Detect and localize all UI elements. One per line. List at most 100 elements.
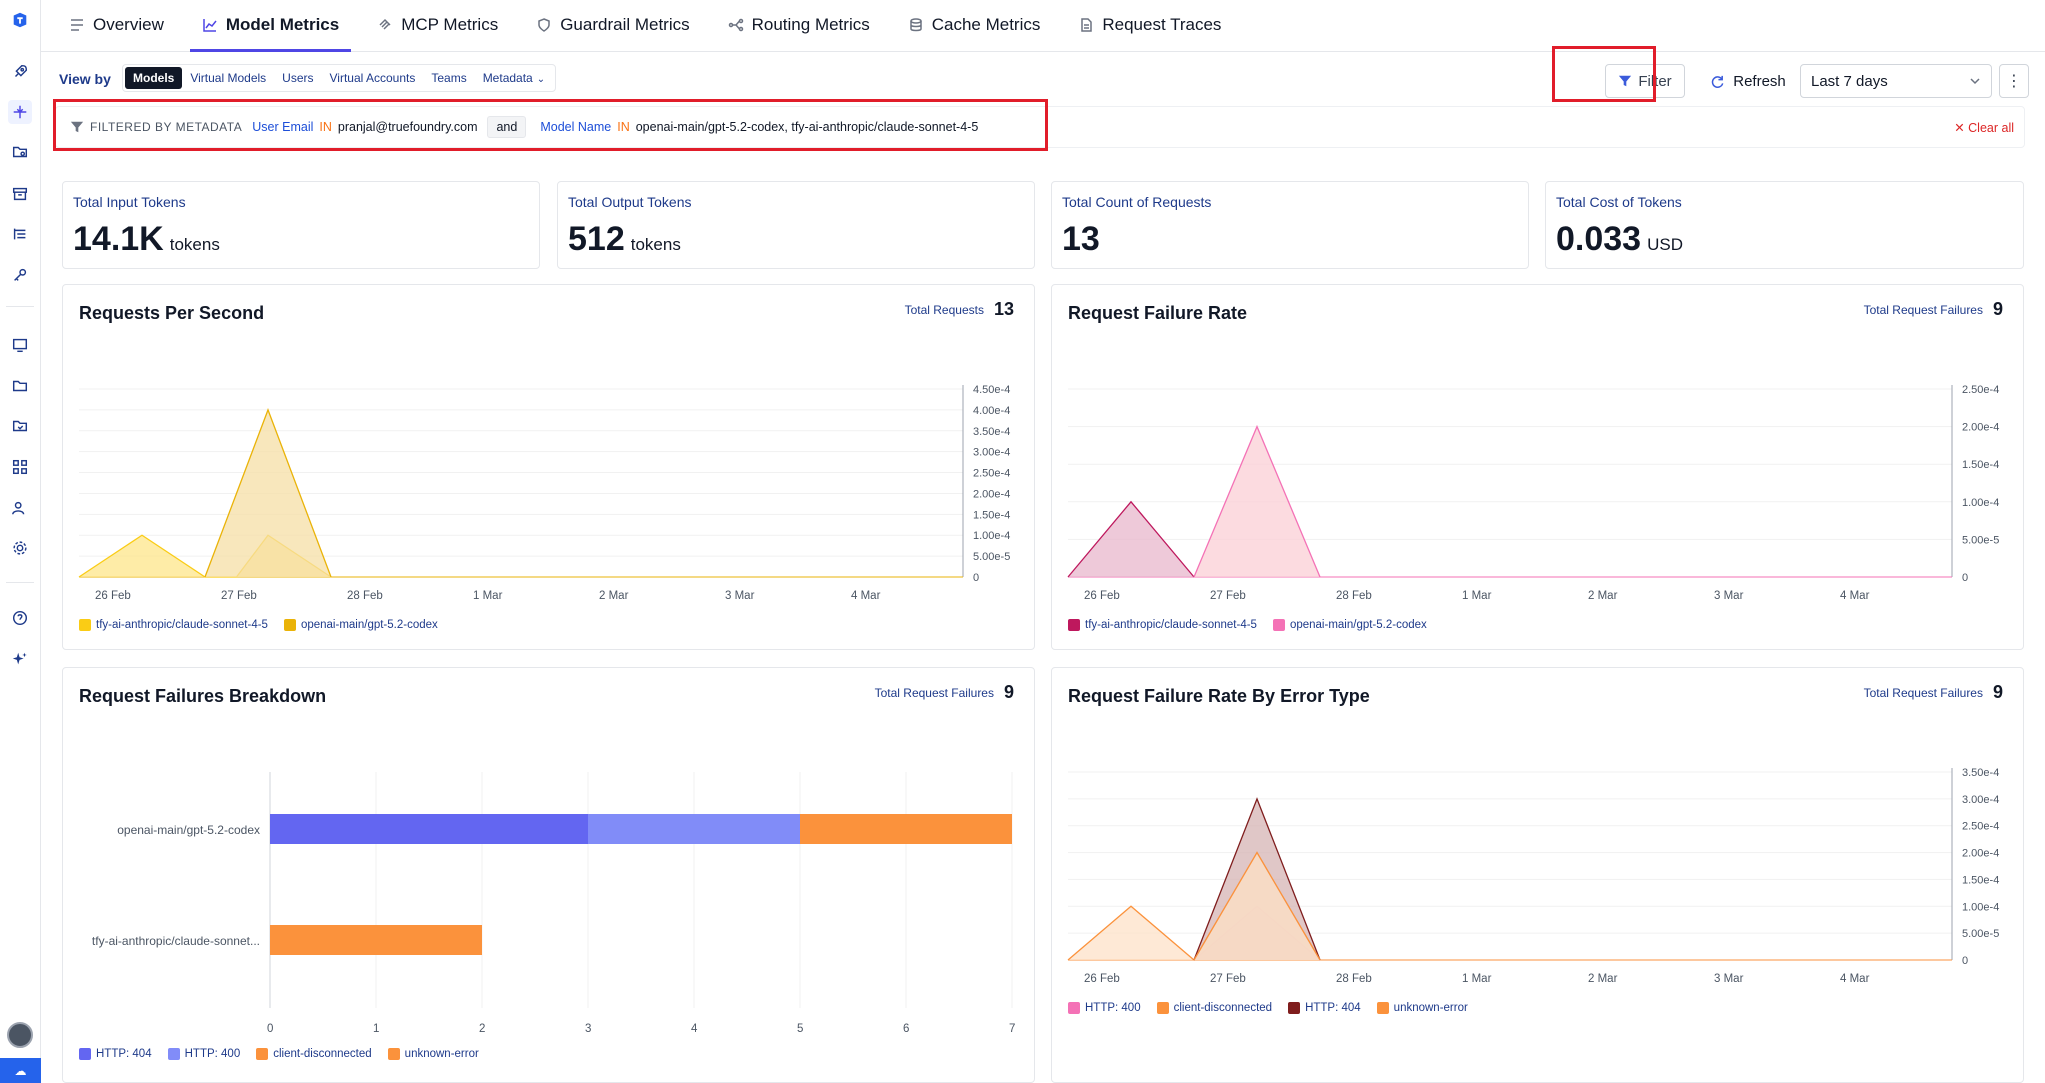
more-options-button[interactable]: ⋮ [1999, 64, 2029, 98]
series-line [204, 408, 332, 578]
filter-field-user-email[interactable]: User Email [252, 120, 314, 134]
x-tick-label: 3 Mar [725, 590, 755, 602]
tab-guardrail-metrics[interactable]: Guardrail Metrics [524, 0, 701, 51]
legend-item[interactable]: HTTP: 404 [1288, 1002, 1361, 1014]
time-range-select[interactable]: Last 7 days [1800, 64, 1992, 98]
filter-value-model-name[interactable]: openai-main/gpt-5.2-codex, tfy-ai-anthro… [635, 120, 979, 134]
clear-all-filters-link[interactable]: ✕ Clear all [1954, 120, 2014, 135]
chart-request-failure-rate: 0 5.00e-5 1.00e-4 1.50e-4 2.00e-4 2.50e-4 26 F… [1067, 384, 1999, 602]
view-by-models[interactable]: Models [125, 67, 183, 89]
y-tick-label: 1.00e-4 [1962, 497, 1999, 509]
metrics-toolbar: View by Models Virtual Models Users Virt… [41, 52, 2045, 106]
refresh-button[interactable]: Refresh [1697, 64, 1799, 98]
x-tick-label: 4 Mar [1840, 973, 1870, 985]
view-by-virtual-accounts[interactable]: Virtual Accounts [329, 71, 416, 85]
total-label: Total Request Failures [874, 685, 994, 700]
tab-cache-metrics[interactable]: Cache Metrics [896, 0, 1053, 51]
legend-item[interactable]: unknown-error [387, 1048, 479, 1060]
view-by-label: View by [59, 71, 111, 87]
stat-number: 14.1K [73, 220, 164, 258]
chart-legend: tfy-ai-anthropic/claude-sonnet-4-5 openai… [1068, 619, 1427, 631]
refresh-label: Refresh [1733, 72, 1786, 90]
tab-label: Overview [93, 15, 164, 34]
legend-item[interactable]: openai-main/gpt-5.2-codex [283, 619, 438, 631]
panel-total: Total Request Failures 9 [1864, 682, 2003, 703]
series-area [1194, 852, 1320, 960]
view-by-virtual-models[interactable]: Virtual Models [190, 71, 267, 85]
user-avatar[interactable] [7, 1022, 33, 1048]
legend-item[interactable]: client-disconnected [1156, 1002, 1272, 1014]
stat-card-output-tokens: Total Output Tokens 512 tokens [557, 181, 1035, 269]
x-tick-label: 3 [585, 1023, 591, 1035]
filter-value-user-email[interactable]: pranjal@truefoundry.com [337, 120, 478, 134]
cloud-icon[interactable]: ☁ [0, 1058, 41, 1083]
filter-join-and[interactable]: and [487, 116, 527, 138]
legend-label: HTTP: 400 [1085, 1002, 1141, 1014]
truefoundry-logo-icon[interactable] [8, 8, 32, 32]
legend-item[interactable]: HTTP: 400 [167, 1048, 240, 1060]
filter-field-model-name[interactable]: Model Name [540, 120, 612, 134]
tab-mcp-metrics[interactable]: MCP Metrics [365, 0, 510, 51]
ai-gateway-icon[interactable] [8, 100, 32, 124]
y-tick-label: 3.00e-4 [973, 447, 1010, 459]
legend-item[interactable]: unknown-error [1376, 1002, 1468, 1014]
routing-icon [728, 18, 743, 32]
panel-total: Total Requests 13 [905, 299, 1014, 320]
stat-card-token-cost: Total Cost of Tokens 0.033 USD [1545, 181, 2024, 269]
y-tick-label: 0 [1962, 955, 1968, 967]
monitor-icon[interactable] [8, 333, 32, 357]
panel-total: Total Request Failures 9 [875, 682, 1014, 703]
view-by-teams[interactable]: Teams [431, 71, 467, 85]
legend-item[interactable]: tfy-ai-anthropic/claude-sonnet-4-5 [1068, 619, 1257, 631]
stat-number: 0.033 [1556, 220, 1642, 258]
legend-item[interactable]: openai-main/gpt-5.2-codex [1272, 619, 1427, 631]
archive-icon[interactable] [8, 182, 32, 206]
user-settings-icon[interactable] [8, 496, 32, 520]
bar-segment [270, 925, 482, 955]
tab-routing-metrics[interactable]: Routing Metrics [716, 0, 882, 51]
metrics-tab-bar: Overview Model Metrics MCP Metrics Guard… [41, 0, 2045, 52]
rocket-icon[interactable] [8, 60, 32, 84]
bar-segment [800, 814, 1012, 844]
bar-segment [270, 814, 588, 844]
panel-title: Requests Per Second [79, 303, 265, 323]
x-tick-label: 1 Mar [1462, 973, 1492, 985]
legend-item[interactable]: HTTP: 400 [1068, 1002, 1141, 1014]
chart-request-failures-breakdown: 0 1 2 3 4 5 6 7 openai-main/gpt-5.2-codex tfy-ai-… [92, 772, 1015, 1035]
chart-panel-request-failures-breakdown: 0 1 2 3 4 5 6 7 openai-main/gpt-5.2-codex tfy-ai-… [62, 667, 1035, 1083]
legend-swatch [79, 1048, 91, 1060]
total-label: Total Request Failures [1863, 685, 1983, 700]
key-icon[interactable] [8, 263, 32, 287]
folder-search-icon[interactable] [8, 140, 32, 164]
x-tick-label: 4 Mar [851, 590, 881, 602]
panel-total: Total Request Failures 9 [1864, 299, 2003, 320]
view-by-metadata-dropdown[interactable]: Metadata ⌄ [475, 67, 553, 89]
folder-check-icon[interactable] [8, 414, 32, 438]
legend-swatch [283, 619, 296, 631]
line-chart-icon [203, 19, 217, 32]
legend-item[interactable]: tfy-ai-anthropic/claude-sonnet-4-5 [79, 619, 268, 631]
tab-request-traces[interactable]: Request Traces [1066, 0, 1233, 51]
y-tick-label: 2.50e-4 [1962, 821, 1999, 833]
legend-item[interactable]: HTTP: 404 [79, 1048, 152, 1060]
tab-overview[interactable]: Overview [57, 0, 176, 51]
stat-title: Total Cost of Tokens [1556, 194, 1682, 210]
series-line [1193, 851, 1321, 961]
sparkle-icon[interactable] [8, 647, 32, 671]
view-by-users[interactable]: Users [282, 71, 314, 85]
stat-card-input-tokens: Total Input Tokens 14.1K tokens [62, 181, 540, 269]
gear-icon[interactable] [8, 536, 32, 560]
series-line [1067, 500, 1195, 578]
total-value: 9 [1003, 682, 1014, 702]
grid-icon[interactable] [8, 455, 32, 479]
y-tick-label: 1.00e-4 [973, 530, 1010, 542]
legend-swatch [79, 619, 91, 631]
tab-model-metrics[interactable]: Model Metrics [189, 0, 352, 52]
help-icon[interactable] [8, 606, 32, 630]
stat-title: Total Output Tokens [568, 194, 692, 210]
list-tree-icon[interactable] [8, 222, 32, 246]
legend-swatch [167, 1048, 180, 1060]
folder-icon[interactable] [8, 374, 32, 398]
filter-button[interactable]: Filter [1605, 64, 1685, 98]
legend-item[interactable]: client-disconnected [256, 1048, 372, 1060]
